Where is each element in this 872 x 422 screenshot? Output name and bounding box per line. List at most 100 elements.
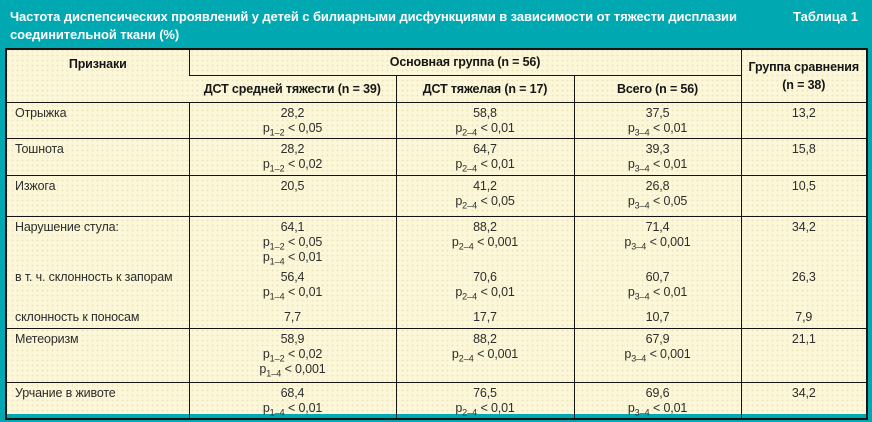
header-cell-dst-severe: ДСТ тяжелая (n = 17) [395,74,574,102]
cell-value: 56,4 [280,269,305,284]
cell-value: 34,2 [791,219,816,234]
p-subscript: 2–4 [462,127,478,137]
cell-value: 60,7 [645,269,670,284]
p-value-line: р3–4 < 0,001 [579,347,737,363]
value-cell: 69,6 р3–4 < 0,01 [573,382,742,419]
cell-value: 39,3 [645,141,670,156]
p-value-line: р2–4 < 0,01 [401,285,570,301]
cell-value: 26,3 [791,269,816,284]
p-subscript: 1–2 [269,241,285,251]
p-value-line: р1–2 < 0,02 [194,347,392,363]
row-label: в т. ч. склонность к запорам [15,269,173,284]
row-label: Метеоризм [15,332,79,346]
value-cell: 41,2 р2–4 < 0,05 [395,175,574,216]
p-symbol: р [627,401,635,415]
p-condition: < 0,01 [649,284,688,299]
cell-value: 41,2 [473,178,497,193]
p-symbol: р [624,347,632,361]
p-symbol: р [455,193,463,208]
value-cell: 21,1 [740,328,868,383]
value-cell: 26,3 [740,266,868,307]
value-cell: 71,4 р3–4 < 0,001 [573,216,742,267]
p-subscript: 3–4 [634,291,650,301]
value-cell: 88,2 р2–4 < 0,001 [395,216,574,267]
p-symbol: р [627,120,635,135]
p-condition: < 0,01 [284,401,323,415]
p-symbol: р [262,401,270,415]
p-value-line: р2–4 < 0,01 [401,121,570,137]
p-symbol: р [624,234,632,249]
table-row: Изжога 20,5 41,2 р2–4 < 0,05 26,8 р3–4 < 0,05… [6,175,868,216]
p-condition: < 0,01 [649,401,688,415]
p-subscript: 2–4 [458,353,474,364]
row-label: Нарушение стула: [15,219,119,234]
value-cell: 76,5 р2–4 < 0,01 [395,382,574,419]
value-cell: 7,9 [740,306,868,329]
p-condition: < 0,05 [477,193,515,208]
p-condition: < 0,01 [649,120,688,135]
p-value-line: р2–4 < 0,01 [401,401,570,418]
p-symbol: р [262,120,270,135]
p-subscript: 1–2 [269,163,285,173]
p-subscript: 1–4 [269,256,285,266]
value-cell: 39,3 р3–4 < 0,01 [573,138,742,175]
value-cell: 34,2 [740,216,868,267]
cell-value: 10,5 [791,178,816,193]
p-subscript: 1–4 [269,291,285,301]
p-subscript: 3–4 [634,127,650,137]
p-value-line: р3–4 < 0,01 [579,120,737,137]
value-cell: 26,8 р3–4 < 0,05 [573,175,742,216]
cell-value: 67,9 [645,332,670,346]
p-subscript: 2–4 [462,163,478,173]
p-value-line: р1–2 < 0,05 [194,120,392,137]
row-label: Отрыжка [15,105,67,120]
p-value-line: р1–2 < 0,02 [194,156,392,173]
value-cell: 13,2 [740,102,868,138]
p-condition: < 0,001 [281,362,326,376]
table-row: Отрыжка 28,2 р1–2 < 0,05 58,8 р2–4 < 0,01 37,… [6,102,868,138]
p-value-line: р1–2 < 0,05 [194,234,392,251]
p-subscript: 2–4 [462,407,478,418]
p-symbol: р [262,234,270,249]
value-cell: 88,2 р2–4 < 0,001 [395,328,574,383]
cell-value: 64,7 [473,141,497,156]
p-condition: < 0,02 [284,156,323,171]
value-cell: 37,5 р3–4 < 0,01 [573,102,742,138]
value-cell: 17,7 [395,306,574,329]
p-subscript: 3–4 [631,241,647,251]
value-cell: 58,8 р2–4 < 0,01 [395,102,574,138]
cell-value: 70,6 [473,269,497,284]
value-cell: 10,5 [740,175,868,216]
cell-value: 7,7 [284,309,301,324]
p-condition: < 0,05 [284,120,323,135]
p-value-line: р2–4 < 0,05 [401,193,570,210]
table-row: Урчание в животе 68,4 р1–4 < 0,01 76,5 р2–4 … [6,382,868,419]
p-value-line: р2–4 < 0,001 [401,235,570,251]
p-symbol: р [262,347,270,361]
table-row: Тошнота 28,2 р1–2 < 0,02 64,7 р2–4 < 0,01 39,… [6,138,868,175]
p-subscript: 3–4 [634,407,650,418]
p-subscript: 2–4 [462,291,478,301]
p-subscript: 3–4 [634,200,650,210]
p-symbol: р [627,193,635,208]
row-label: Изжога [15,178,56,193]
p-subscript: 1–4 [266,368,282,379]
p-condition: < 0,01 [284,249,323,264]
cell-value: 15,8 [791,141,816,156]
p-condition: < 0,001 [646,347,691,361]
cell-value: 28,2 [280,105,305,120]
p-condition: < 0,05 [649,193,688,208]
cell-value: 69,6 [645,386,670,400]
value-cell: 56,4 р1–4 < 0,01 [188,266,396,307]
table-row: склонность к поносам 7,7 17,7 10,7 7,9 [6,306,868,329]
p-value-line: р1–4 < 0,01 [194,284,392,301]
cell-value: 7,9 [795,309,813,324]
cell-value: 26,8 [645,178,670,193]
value-cell: 34,2 [740,382,868,419]
table-row: Нарушение стула: 64,1 р1–2 < 0,05 р1–4 < 0,… [6,216,868,267]
cell-value: 13,2 [791,105,816,120]
p-condition: < 0,01 [477,156,515,171]
p-condition: < 0,01 [284,284,323,299]
p-value-line: р3–4 < 0,01 [579,284,737,301]
